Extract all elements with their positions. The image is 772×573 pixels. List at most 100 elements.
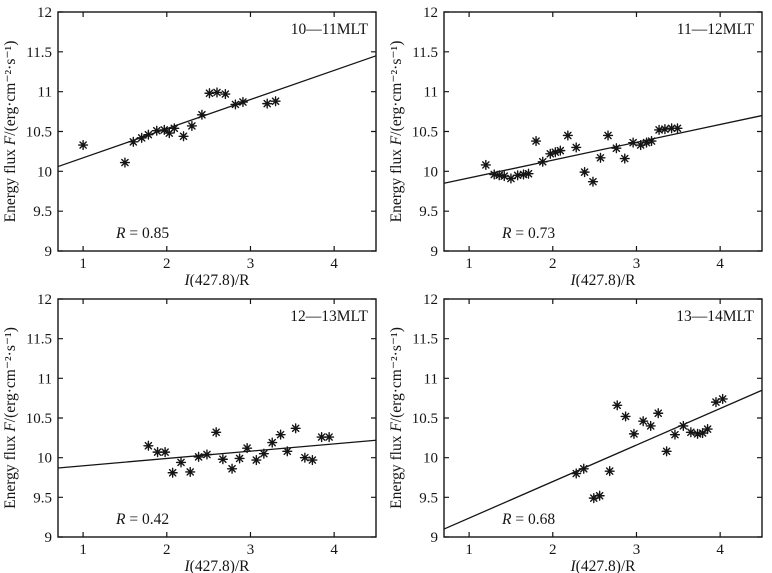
y-tick-label: 10	[37, 164, 52, 180]
subplot-10-11mlt: 1 2 3 4 9 9.5 10 10.5 11 11.5 12 10—11MLT R = 0.85 I(…	[0, 0, 386, 287]
y-tick-label: 10	[423, 451, 438, 467]
data-point	[211, 87, 223, 98]
data-point	[152, 447, 163, 458]
y-tick-label: 9.5	[419, 490, 438, 506]
subplot-11-12mlt: 1 2 3 4 9 9.5 10 10.5 11 11.5 12 11—12MLT R = 0.73 I(…	[386, 0, 772, 287]
data-points	[78, 87, 281, 168]
data-point	[604, 466, 615, 477]
data-point	[659, 124, 671, 135]
data-point	[299, 452, 310, 463]
data-point	[697, 427, 708, 439]
data-point	[242, 443, 253, 454]
axis-box	[443, 298, 763, 538]
data-point	[201, 449, 213, 460]
data-point	[234, 453, 245, 464]
data-point	[518, 169, 529, 180]
axis-ticks	[444, 298, 762, 538]
data-points	[143, 423, 335, 478]
y-tick-label: 9.5	[419, 204, 438, 220]
data-point	[587, 176, 599, 187]
axis-ticks	[444, 11, 762, 252]
data-point	[638, 416, 649, 427]
y-tick-label: 9	[431, 530, 439, 546]
y-axis-label: Energy flux F/(erg·cm⁻²·s⁻¹)	[388, 327, 405, 509]
data-point	[270, 96, 281, 107]
data-point	[316, 431, 327, 443]
fit-line	[57, 55, 377, 168]
panel-label: 10—11MLT	[291, 21, 369, 38]
x-tick-label: 3	[247, 542, 255, 558]
data-point	[653, 124, 665, 136]
y-tick-label: 12	[423, 5, 438, 21]
data-point	[220, 88, 231, 100]
data-points	[480, 123, 683, 187]
y-tick-label: 10	[423, 164, 438, 180]
y-tick-label: 10.5	[26, 411, 52, 427]
y-tick-label: 10	[37, 451, 52, 467]
data-point	[267, 437, 278, 448]
x-axis-label: I(427.8)/R	[183, 272, 250, 287]
data-point	[499, 171, 510, 182]
y-axis-label: Energy flux F/(erg·cm⁻²·s⁻¹)	[2, 41, 19, 223]
data-point	[151, 125, 162, 136]
x-tick-label: 4	[330, 256, 338, 272]
y-tick-label: 9	[431, 244, 439, 260]
data-point	[702, 424, 713, 435]
data-point	[324, 431, 335, 443]
data-point	[641, 137, 652, 148]
data-point	[262, 98, 273, 109]
data-point	[571, 142, 582, 153]
x-tick-label: 2	[549, 542, 557, 558]
data-point	[669, 429, 681, 440]
y-tick-label: 11.5	[412, 45, 438, 61]
data-point	[666, 123, 677, 134]
data-point	[646, 135, 657, 147]
panel-label: 13—14MLT	[676, 308, 754, 325]
x-tick-label: 1	[465, 256, 473, 272]
data-point	[550, 147, 561, 158]
fit-line	[443, 114, 763, 184]
y-tick-label: 9	[45, 244, 53, 260]
data-point	[211, 427, 222, 438]
x-axis-label: I(427.8)/R	[183, 558, 250, 573]
y-tick-label: 9	[45, 530, 53, 546]
x-tick-label: 4	[716, 256, 724, 272]
y-tick-label: 11	[424, 371, 438, 387]
panel-label: 12—13MLT	[290, 308, 368, 325]
data-point	[178, 131, 189, 142]
data-point	[537, 156, 548, 167]
y-tick-label: 12	[37, 5, 52, 21]
data-point	[185, 466, 196, 478]
y-tick-label: 11	[38, 371, 52, 387]
data-point	[661, 446, 672, 457]
data-point	[78, 139, 89, 151]
data-point	[678, 420, 689, 432]
data-point	[494, 170, 505, 181]
subplot-13-14mlt: 1 2 3 4 9 9.5 10 10.5 11 11.5 12 13—14MLT R = 0.68 I(…	[386, 287, 772, 573]
data-point	[160, 447, 171, 458]
data-point	[186, 120, 197, 132]
x-tick-label: 2	[549, 256, 557, 272]
y-tick-label: 10.5	[412, 125, 438, 141]
data-point	[692, 428, 703, 439]
x-axis-label: I(427.8)/R	[569, 558, 636, 573]
y-tick-label: 11.5	[412, 332, 438, 348]
data-point	[579, 167, 590, 178]
data-point	[143, 440, 154, 451]
data-point	[251, 454, 262, 466]
data-point	[217, 454, 228, 465]
fit-line	[57, 439, 377, 469]
x-tick-label: 1	[79, 542, 87, 558]
data-point	[489, 169, 500, 180]
data-point	[204, 88, 215, 99]
y-tick-label: 10.5	[412, 411, 438, 427]
x-tick-label: 2	[163, 542, 171, 558]
panel-label: 11—12MLT	[677, 21, 755, 38]
data-point	[685, 427, 696, 438]
y-tick-label: 10.5	[26, 125, 52, 141]
data-point	[193, 451, 204, 462]
data-point	[578, 463, 589, 474]
